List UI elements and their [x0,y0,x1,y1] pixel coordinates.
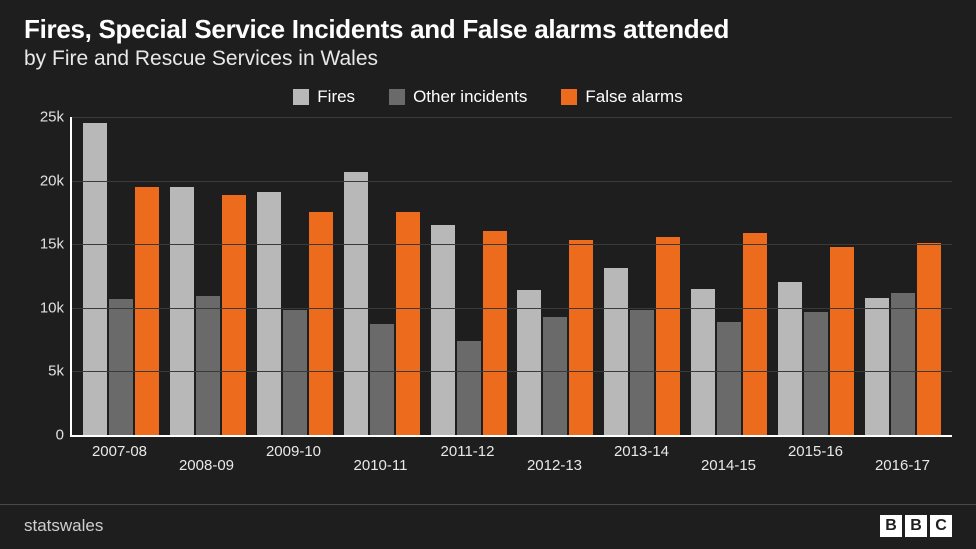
bar [196,296,220,435]
bar [283,310,307,435]
legend-item: False alarms [561,87,682,107]
bar-group [78,117,165,435]
bar-group [338,117,425,435]
gridline [72,371,952,372]
bar [604,268,628,435]
x-tick-label: 2008-09 [163,443,250,474]
legend-swatch [561,89,577,105]
source-label: statswales [24,516,103,536]
y-tick-label: 20k [40,172,72,189]
bar [370,324,394,435]
gridline [72,181,952,182]
bar [569,240,593,435]
bar-group [165,117,252,435]
bar [170,187,194,435]
chart-area: 05k10k15k20k25k 2007-082008-092009-10201… [24,117,952,474]
bar [717,322,741,435]
bbc-logo-box: C [930,515,952,537]
bar-group [772,117,859,435]
x-tick-label: 2015-16 [772,443,859,474]
bar-group [599,117,686,435]
bar-group [686,117,773,435]
y-tick-label: 15k [40,236,72,253]
bar [109,299,133,435]
legend-label: False alarms [585,87,682,107]
bar [630,310,654,435]
bar-group [252,117,339,435]
bar [517,290,541,435]
legend: Fires Other incidents False alarms [0,71,976,117]
legend-item: Other incidents [389,87,527,107]
plot: 05k10k15k20k25k [70,117,952,437]
bar-group [512,117,599,435]
bar [830,247,854,435]
bbc-logo-box: B [880,515,902,537]
bar [743,233,767,435]
x-tick-label: 2014-15 [685,443,772,474]
x-tick-label: 2012-13 [511,443,598,474]
bar-group [859,117,946,435]
bar-groups [72,117,952,435]
y-tick-label: 25k [40,109,72,126]
bar [804,312,828,435]
bar [691,289,715,435]
bbc-logo: BBC [880,515,952,537]
bar [543,317,567,435]
legend-swatch [293,89,309,105]
legend-label: Other incidents [413,87,527,107]
legend-label: Fires [317,87,355,107]
bbc-logo-box: B [905,515,927,537]
bar [396,212,420,435]
x-tick-label: 2007-08 [76,443,163,474]
y-tick-label: 10k [40,299,72,316]
gridline [72,244,952,245]
gridline [72,308,952,309]
bar [865,298,889,435]
bar [917,243,941,435]
bar [83,123,107,435]
bar [431,225,455,435]
chart-title: Fires, Special Service Incidents and Fal… [0,0,976,45]
footer: statswales BBC [0,504,976,549]
legend-item: Fires [293,87,355,107]
legend-swatch [389,89,405,105]
bar [457,341,481,435]
bar-group [425,117,512,435]
x-tick-label: 2010-11 [337,443,424,474]
gridline [72,117,952,118]
bar [222,195,246,435]
x-tick-label: 2016-17 [859,443,946,474]
bar [483,231,507,435]
bar [891,293,915,435]
x-tick-label: 2011-12 [424,443,511,474]
bar [309,212,333,435]
x-tick-label: 2013-14 [598,443,685,474]
x-tick-label: 2009-10 [250,443,337,474]
y-tick-label: 5k [48,363,72,380]
bar [778,282,802,435]
bar [344,172,368,435]
bar [257,192,281,435]
x-axis: 2007-082008-092009-102010-112011-122012-… [70,437,952,474]
bar [656,237,680,435]
bar [135,187,159,435]
chart-subtitle: by Fire and Rescue Services in Wales [0,45,976,71]
